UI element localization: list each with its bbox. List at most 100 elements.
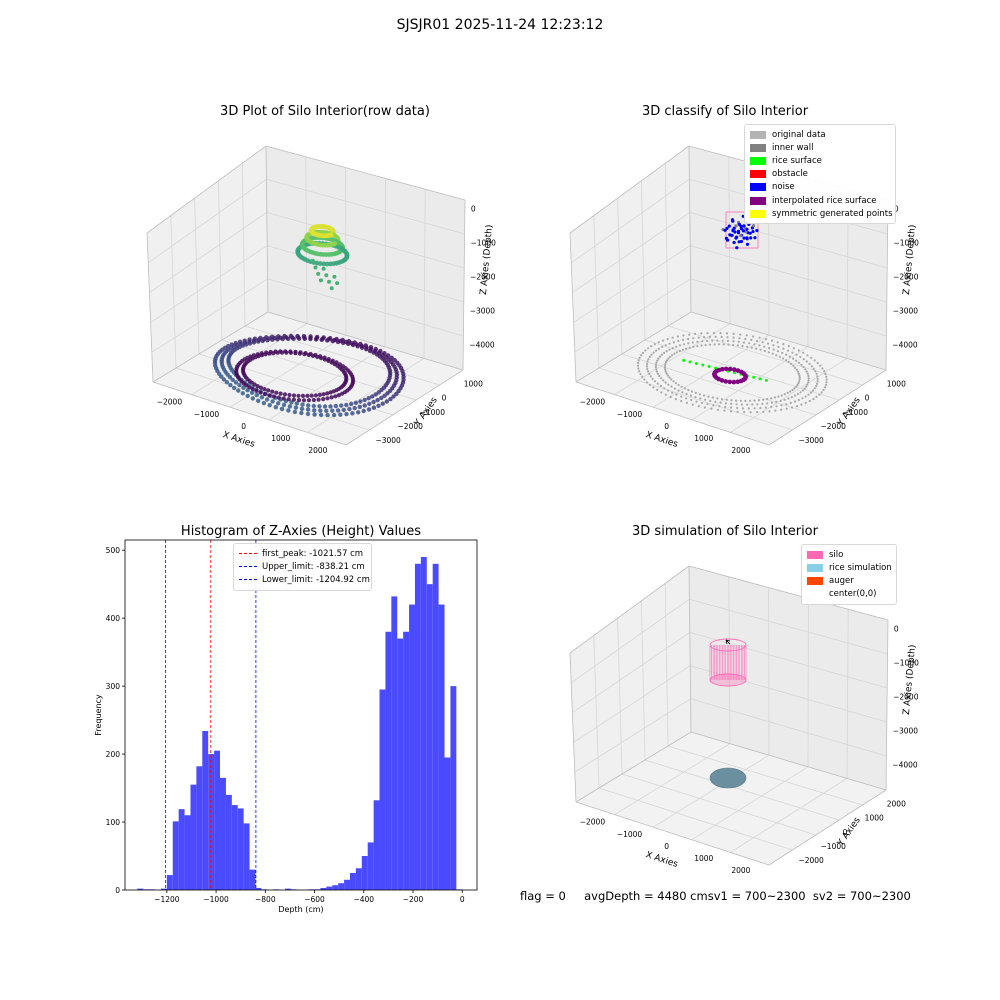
data-point bbox=[228, 382, 233, 388]
data-point bbox=[386, 357, 391, 362]
grid-line bbox=[574, 278, 691, 353]
data-point bbox=[720, 398, 724, 401]
data-point bbox=[787, 349, 790, 352]
grid-line bbox=[593, 635, 600, 789]
data-point bbox=[342, 257, 348, 262]
data-point bbox=[334, 239, 340, 245]
data-point bbox=[305, 411, 311, 417]
data-point bbox=[734, 236, 738, 240]
data-point bbox=[295, 250, 301, 256]
data-point bbox=[770, 405, 773, 409]
data-point bbox=[638, 356, 641, 359]
data-point bbox=[317, 224, 322, 229]
data-point bbox=[667, 357, 670, 360]
data-point bbox=[805, 360, 808, 363]
data-point bbox=[297, 351, 302, 356]
data-point bbox=[678, 349, 681, 353]
data-point bbox=[637, 359, 640, 362]
data-point bbox=[712, 404, 715, 407]
data-point bbox=[213, 356, 218, 361]
data-point bbox=[318, 408, 323, 413]
data-point bbox=[330, 232, 336, 238]
data-point bbox=[235, 342, 240, 348]
data-point bbox=[316, 397, 321, 402]
data-point bbox=[324, 230, 330, 236]
data-point bbox=[270, 389, 275, 394]
data-point bbox=[224, 380, 230, 385]
legend-swatch bbox=[750, 156, 766, 165]
data-point bbox=[284, 335, 289, 340]
data-point bbox=[735, 368, 741, 373]
data-point bbox=[333, 233, 338, 239]
data-point bbox=[306, 403, 311, 408]
data-point bbox=[749, 411, 752, 414]
data-point bbox=[792, 357, 795, 360]
data-point bbox=[326, 358, 331, 363]
grid-line bbox=[617, 618, 623, 775]
data-point bbox=[299, 406, 305, 411]
data-point bbox=[219, 374, 224, 379]
data-point bbox=[818, 393, 821, 396]
y-tick-label: 100 bbox=[106, 818, 121, 827]
data-point bbox=[665, 372, 668, 375]
data-point bbox=[382, 358, 387, 363]
data-point bbox=[325, 338, 330, 343]
data-point bbox=[726, 339, 730, 342]
legend-label: rice simulation bbox=[829, 562, 892, 573]
data-point bbox=[716, 339, 719, 342]
legend-label: Lower_limit: -1204.92 cm bbox=[262, 574, 370, 585]
data-point bbox=[792, 347, 796, 350]
data-point bbox=[250, 385, 255, 390]
histogram-bar bbox=[202, 730, 209, 890]
histogram-bar bbox=[349, 873, 356, 890]
data-point bbox=[807, 374, 810, 377]
data-point bbox=[646, 367, 649, 370]
z-tick-label: −4000 bbox=[469, 341, 495, 350]
data-point bbox=[227, 375, 233, 380]
data-point bbox=[690, 390, 694, 393]
data-point bbox=[237, 339, 243, 344]
data-point bbox=[371, 399, 376, 405]
data-point bbox=[795, 368, 798, 371]
data-point bbox=[212, 360, 218, 366]
data-point bbox=[397, 363, 402, 368]
data-point bbox=[768, 347, 771, 350]
data-point bbox=[716, 397, 719, 400]
data-point bbox=[298, 254, 304, 260]
axis-edge bbox=[146, 232, 154, 383]
data-point bbox=[325, 236, 331, 242]
data-point bbox=[401, 377, 406, 382]
data-point bbox=[215, 351, 221, 356]
data-point bbox=[744, 337, 747, 341]
data-point bbox=[799, 391, 802, 394]
data-point bbox=[692, 345, 695, 348]
data-point bbox=[661, 345, 664, 348]
data-point bbox=[781, 351, 784, 354]
data-point bbox=[313, 229, 319, 235]
data-point bbox=[251, 353, 256, 358]
grid-line bbox=[728, 576, 731, 744]
data-point bbox=[242, 373, 247, 378]
data-point bbox=[364, 347, 369, 352]
y-tick-label: 0 bbox=[865, 394, 870, 403]
data-point bbox=[321, 266, 326, 271]
data-point bbox=[748, 399, 752, 402]
data-point bbox=[344, 402, 349, 408]
axis-edge bbox=[569, 232, 577, 383]
data-point bbox=[748, 231, 752, 235]
histogram-bar bbox=[373, 800, 380, 890]
data-point bbox=[328, 232, 334, 238]
data-point bbox=[285, 336, 291, 341]
data-point bbox=[675, 393, 678, 396]
data-point bbox=[688, 346, 691, 349]
data-point bbox=[798, 380, 801, 383]
grid-line bbox=[690, 245, 887, 303]
legend-swatch bbox=[807, 563, 823, 572]
x-tick-label: −1000 bbox=[194, 410, 220, 419]
data-point bbox=[345, 388, 350, 393]
histogram-bar bbox=[320, 887, 327, 890]
histogram-bar bbox=[160, 888, 167, 890]
data-point bbox=[244, 383, 249, 388]
data-point bbox=[694, 362, 698, 365]
data-point bbox=[779, 399, 782, 402]
